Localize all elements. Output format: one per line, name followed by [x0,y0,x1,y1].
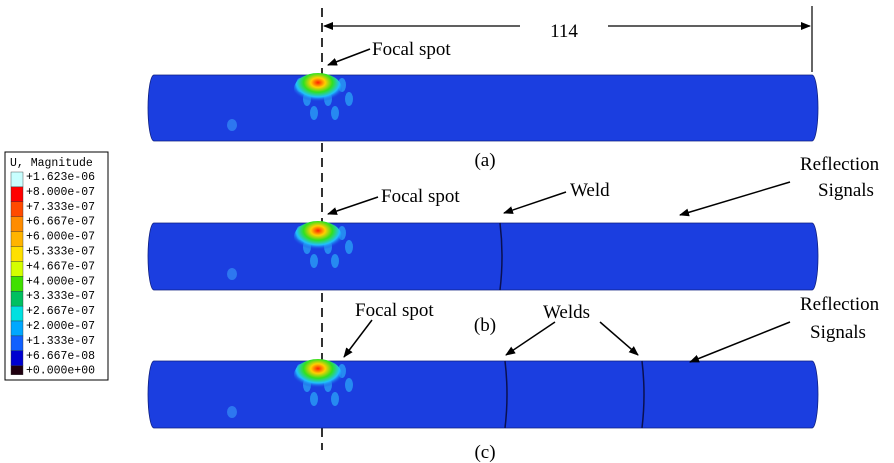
legend-swatch [10,231,24,247]
legend-swatch [10,335,24,352]
pipes [147,73,819,429]
legend-label: +1.623e-06 [26,171,95,184]
annotation: Signals [810,322,866,343]
wave [345,92,353,106]
annotation: Signals [818,180,874,201]
legend-label: +4.000e-07 [26,275,95,288]
wave [331,392,339,406]
arrow [343,319,373,358]
legend-label: +0.000e+00 [26,365,95,378]
legend-label: +5.333e-07 [26,246,95,259]
wave [345,240,353,254]
legend-swatch [10,201,24,218]
legend-label: +6.667e-08 [26,350,95,363]
legend-swatch [10,305,24,322]
weld [499,222,503,291]
arrow [503,191,567,214]
wave [227,406,237,418]
legend-label: +6.667e-07 [26,216,95,229]
wave [345,378,353,392]
legend-swatch [10,216,24,232]
legend-swatch [10,261,24,277]
legend-swatch [10,186,24,203]
annotation: Focal spot [372,39,451,60]
legend-swatch [10,291,24,307]
weld [641,360,645,429]
arrow [689,321,791,363]
focal-spot [294,359,342,391]
panel-label: (c) [474,442,495,463]
wave [331,254,339,268]
legend-label: +2.667e-07 [26,305,95,318]
arrow [327,48,371,66]
wave [310,392,318,406]
panel-label: (b) [474,315,496,336]
legend-swatch [10,350,24,366]
dimension: 114 [550,21,578,42]
weld [504,360,508,429]
legend-swatch [10,320,24,337]
legend-swatch [10,246,24,262]
legend-label: +8.000e-07 [26,186,95,199]
arrow [327,196,379,215]
arrow [599,321,639,356]
legend-label: +6.000e-07 [26,231,95,244]
arrow [679,181,791,217]
legend-swatch [10,276,24,292]
pipe [147,74,819,142]
legend: +1.623e-06 +8.000e-07 +7.333e-07 +6.667e-07… [10,171,95,378]
annotation: Welds [543,302,590,323]
annotation: Focal spot [381,186,460,207]
legend-label: +4.667e-07 [26,260,95,273]
panel-label: (a) [474,150,495,171]
legend-label: +7.333e-07 [26,201,95,214]
legend-label: +3.333e-07 [26,290,95,303]
legend-title: U, Magnitude [10,157,93,170]
legend-label: +1.333e-07 [26,335,95,348]
legend-swatch [10,171,24,188]
legend-swatch [10,365,24,375]
focal-spot [294,73,342,105]
pipe [147,222,819,291]
arrow [505,321,556,356]
annotation: Focal spot [355,300,434,321]
wave [227,119,237,131]
wave [227,268,237,280]
pipe [147,360,819,429]
wave [310,254,318,268]
wave [331,106,339,120]
legend-label: +2.000e-07 [26,320,95,333]
wave [310,106,318,120]
annotation: Reflection [800,294,880,315]
annotation: Reflection [800,154,880,175]
annotation: Weld [570,180,610,201]
focal-spot [294,221,342,253]
